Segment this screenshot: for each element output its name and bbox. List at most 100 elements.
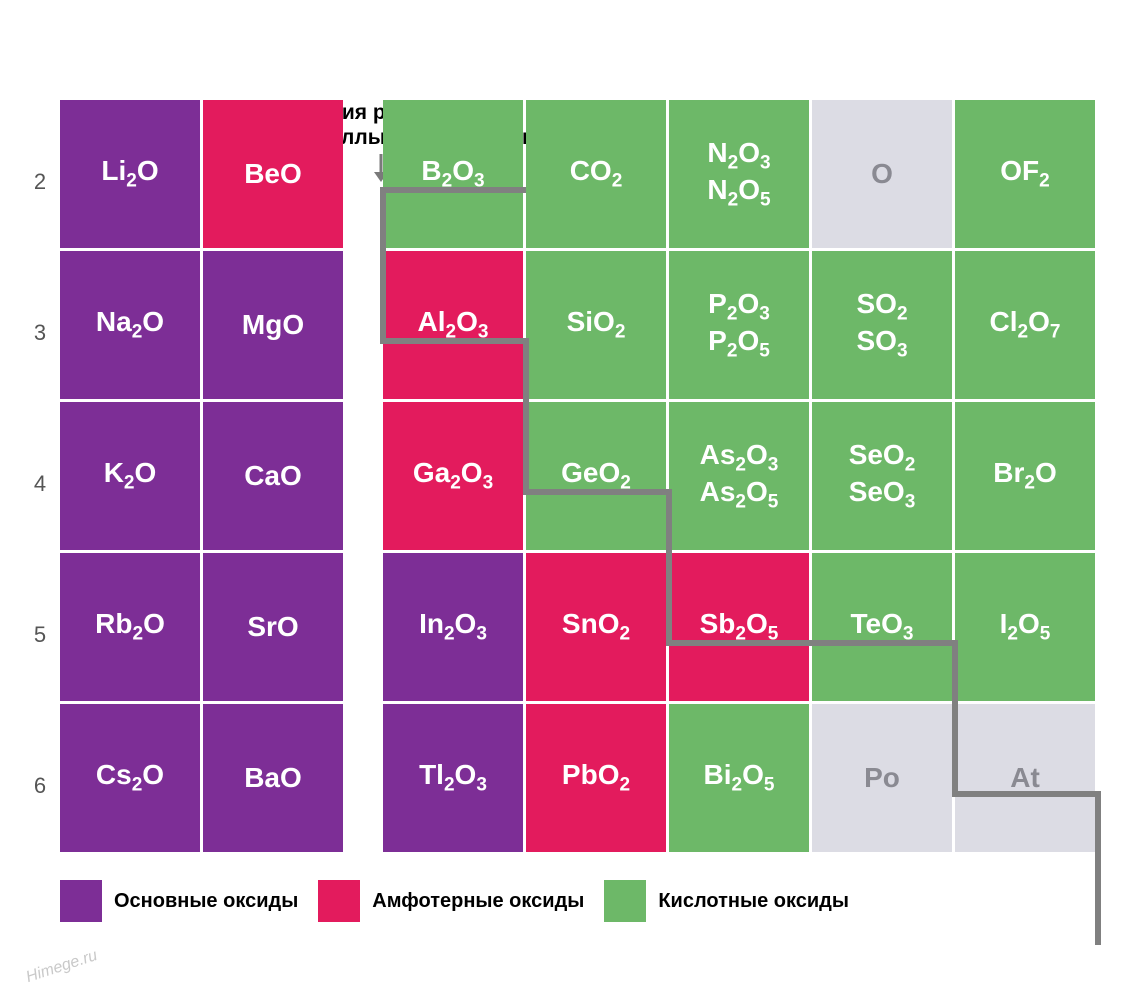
formula: As2O5 — [700, 476, 779, 513]
oxide-cell: K2O — [60, 402, 200, 550]
oxide-cell: PbO2 — [526, 704, 666, 852]
formula: Cs2O — [96, 759, 164, 796]
formula: P2O5 — [708, 325, 770, 362]
row-label: 4 — [20, 410, 60, 558]
formula: At — [1010, 762, 1040, 794]
legend-swatch-acidic — [604, 880, 646, 922]
formula: Li2O — [101, 155, 158, 192]
formula: SO3 — [856, 325, 907, 362]
formula: SeO2 — [849, 439, 916, 476]
formula: OF2 — [1000, 155, 1049, 192]
oxide-cell: Cs2O — [60, 704, 200, 852]
oxide-cell: Na2O — [60, 251, 200, 399]
oxide-cell: BaO — [203, 704, 343, 852]
stair-seg — [666, 640, 955, 646]
legend-amphoteric: Амфотерные оксиды — [318, 880, 584, 922]
oxide-cell: Ga2O3 — [383, 402, 523, 550]
stair-seg — [380, 338, 526, 344]
formula: Rb2O — [95, 608, 165, 645]
formula: SeO3 — [849, 476, 916, 513]
oxide-cell: TeO3 — [812, 553, 952, 701]
oxide-cell: CO2 — [526, 100, 666, 248]
oxide-cell: Po — [812, 704, 952, 852]
oxide-cell: At — [955, 704, 1095, 852]
stair-seg — [380, 187, 386, 341]
stair-seg — [523, 489, 669, 495]
oxide-cell: P2O3P2O5 — [669, 251, 809, 399]
legend-acidic: Кислотные оксиды — [604, 880, 849, 922]
formula: As2O3 — [700, 439, 779, 476]
grid-wrapper: 2 3 4 5 6 Li2O BeO Na2O MgO K2O CaO Rb2O SrO Cs2… — [20, 100, 1128, 860]
formula: Br2O — [993, 457, 1057, 494]
right-table: B2O3CO2N2O3N2O5OOF2Al2O3SiO2P2O3P2O5SO2S… — [383, 100, 1095, 860]
formula: CaO — [244, 460, 302, 492]
formula: PbO2 — [562, 759, 630, 796]
oxide-cell: Bi2O5 — [669, 704, 809, 852]
formula: O — [871, 158, 893, 190]
oxide-cell: Li2O — [60, 100, 200, 248]
row-label: 5 — [20, 561, 60, 709]
formula: Tl2O3 — [419, 759, 487, 796]
formula: K2O — [104, 457, 157, 494]
row-label: 3 — [20, 259, 60, 407]
stair-seg — [380, 187, 526, 193]
formula: N2O3 — [707, 137, 770, 174]
oxide-cell: Br2O — [955, 402, 1095, 550]
legend-basic: Основные оксиды — [60, 880, 298, 922]
formula: Na2O — [96, 306, 164, 343]
formula: N2O5 — [707, 174, 770, 211]
stair-seg — [1095, 791, 1101, 945]
oxide-cell: As2O3As2O5 — [669, 402, 809, 550]
oxide-cell: Rb2O — [60, 553, 200, 701]
oxide-cell: SeO2SeO3 — [812, 402, 952, 550]
legend-label-basic: Основные оксиды — [114, 890, 298, 913]
legend-swatch-basic — [60, 880, 102, 922]
oxide-cell: B2O3 — [383, 100, 523, 248]
oxide-cell: Cl2O7 — [955, 251, 1095, 399]
oxide-cell: Tl2O3 — [383, 704, 523, 852]
formula: Cl2O7 — [990, 306, 1061, 343]
legend-label-acidic: Кислотные оксиды — [658, 890, 849, 913]
oxide-cell: MgO — [203, 251, 343, 399]
formula: BeO — [244, 158, 302, 190]
formula: SiO2 — [567, 306, 626, 343]
row-label: 6 — [20, 712, 60, 860]
formula: SrO — [247, 611, 298, 643]
stair-seg — [952, 791, 1098, 797]
formula: Bi2O5 — [704, 759, 775, 796]
oxide-table-container: Линия разделяющая металлы и неметаллы 1 … — [20, 100, 1128, 922]
stair-seg — [666, 489, 672, 643]
oxide-cell: O — [812, 100, 952, 248]
oxide-cell: SnO2 — [526, 553, 666, 701]
row-label: 2 — [20, 108, 60, 256]
formula: In2O3 — [419, 608, 487, 645]
tables: Li2O BeO Na2O MgO K2O CaO Rb2O SrO Cs2O BaO B2O3 C… — [60, 100, 1095, 860]
oxide-cell: N2O3N2O5 — [669, 100, 809, 248]
stair-seg — [523, 338, 529, 492]
formula: MgO — [242, 309, 304, 341]
oxide-cell: BeO — [203, 100, 343, 248]
oxide-cell: SiO2 — [526, 251, 666, 399]
oxide-cell: Al2O3 — [383, 251, 523, 399]
row-labels: 2 3 4 5 6 — [20, 100, 60, 860]
legend: Основные оксиды Амфотерные оксиды Кислот… — [60, 880, 1128, 922]
formula: SO2 — [856, 288, 907, 325]
formula: BaO — [244, 762, 302, 794]
formula: SnO2 — [562, 608, 630, 645]
watermark: Himege.ru — [24, 947, 100, 987]
formula: CO2 — [570, 155, 623, 192]
oxide-cell: OF2 — [955, 100, 1095, 248]
formula: Po — [864, 762, 900, 794]
formula: P2O3 — [708, 288, 770, 325]
formula: Ga2O3 — [413, 457, 493, 494]
oxide-cell: I2O5 — [955, 553, 1095, 701]
left-table: Li2O BeO Na2O MgO K2O CaO Rb2O SrO Cs2O BaO — [60, 100, 343, 860]
stair-seg — [952, 640, 958, 794]
oxide-cell: In2O3 — [383, 553, 523, 701]
formula: I2O5 — [1000, 608, 1051, 645]
oxide-cell: CaO — [203, 402, 343, 550]
legend-swatch-amphoteric — [318, 880, 360, 922]
legend-label-amphoteric: Амфотерные оксиды — [372, 890, 584, 913]
oxide-cell: Sb2O5 — [669, 553, 809, 701]
oxide-cell: SrO — [203, 553, 343, 701]
